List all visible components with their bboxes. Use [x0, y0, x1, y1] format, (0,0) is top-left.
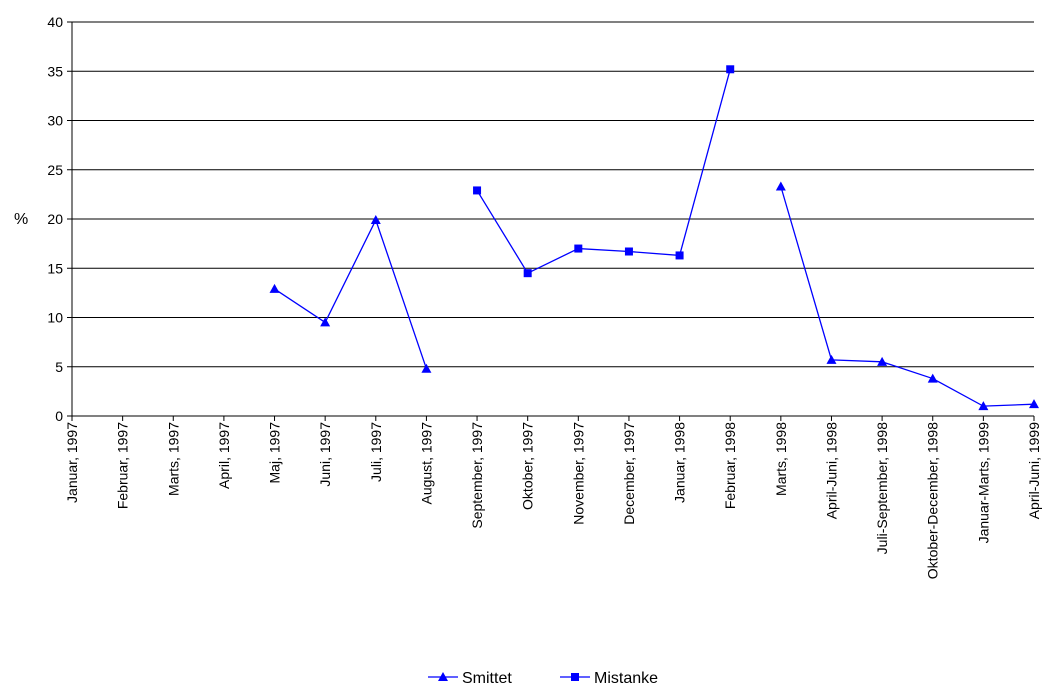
data-point-smittet [370, 214, 381, 224]
x-tick-label: August, 1997 [418, 422, 434, 505]
data-point-mistanke [675, 251, 684, 260]
legend-label-smittet: Smittet [462, 670, 512, 687]
x-tick-label: April-Juni, 1999 [1026, 422, 1042, 519]
series-group [269, 65, 1039, 411]
y-tick-label-10: 10 [47, 310, 63, 326]
y-axis-label: % [14, 211, 28, 228]
y-tick-label-0: 0 [55, 408, 63, 424]
x-tick-label: November, 1997 [570, 422, 586, 525]
data-point-mistanke [624, 247, 633, 256]
y-tick-label-5: 5 [55, 359, 63, 375]
x-tick-label: Februar, 1997 [115, 422, 131, 509]
x-tick-label: Juni, 1997 [317, 422, 333, 487]
x-tick-label: Marts, 1997 [165, 422, 181, 496]
data-point-mistanke [473, 186, 482, 195]
y-tick-label-30: 30 [47, 113, 63, 129]
y-axis-ticks: 0 5 10 15 20 25 30 35 40 [47, 14, 72, 424]
legend-label-mistanke: Mistanke [594, 670, 658, 687]
x-tick-label: Januar, 1998 [672, 422, 688, 503]
x-tick-label: Maj, 1997 [267, 422, 283, 484]
y-tick-label-35: 35 [47, 63, 63, 79]
x-tick-label: April-Juni, 1998 [823, 422, 839, 519]
legend-marker-smittet [438, 672, 448, 681]
x-tick-label: Juli-September, 1998 [874, 422, 890, 555]
data-point-smittet [927, 373, 938, 383]
x-tick-label: September, 1997 [469, 422, 485, 529]
y-tick-label-15: 15 [47, 260, 63, 276]
x-tick-label: Oktober-December, 1998 [925, 422, 941, 579]
y-tick-label-25: 25 [47, 162, 63, 178]
x-tick-label: Januar-Marts, 1999 [975, 422, 991, 544]
series-line-smittet [274, 218, 428, 369]
series-line-smittet [780, 186, 1035, 407]
x-axis-ticks: Januar, 1997 Februar, 1997 Marts, 1997 Apri… [64, 416, 1042, 579]
legend-marker-mistanke [571, 673, 579, 681]
x-tick-label: April, 1997 [216, 422, 232, 489]
data-point-mistanke [726, 65, 735, 74]
data-point-smittet [269, 283, 280, 293]
y-tick-label-40: 40 [47, 14, 63, 30]
data-point-smittet [978, 401, 989, 411]
legend: Smittet Mistanke [428, 670, 658, 687]
data-point-smittet [826, 354, 837, 364]
data-point-smittet [1029, 399, 1039, 409]
gridlines [72, 21, 1034, 368]
x-tick-label: Marts, 1998 [773, 422, 789, 496]
x-tick-label: Oktober, 1997 [520, 422, 536, 510]
axes [71, 22, 1034, 417]
data-point-smittet [421, 363, 432, 373]
y-tick-label-20: 20 [47, 211, 63, 227]
x-tick-label: Januar, 1997 [64, 422, 80, 503]
data-point-smittet [320, 317, 331, 327]
data-point-mistanke [523, 269, 532, 278]
x-tick-label: Juli, 1997 [368, 422, 384, 482]
x-tick-label: December, 1997 [621, 422, 637, 525]
series-line-mistanke [476, 69, 731, 275]
x-tick-label: Februar, 1998 [722, 422, 738, 509]
series-smittet [269, 181, 1039, 411]
data-point-smittet [775, 181, 786, 191]
series-mistanke [473, 65, 735, 278]
data-point-mistanke [574, 244, 583, 253]
data-point-smittet [877, 356, 888, 366]
